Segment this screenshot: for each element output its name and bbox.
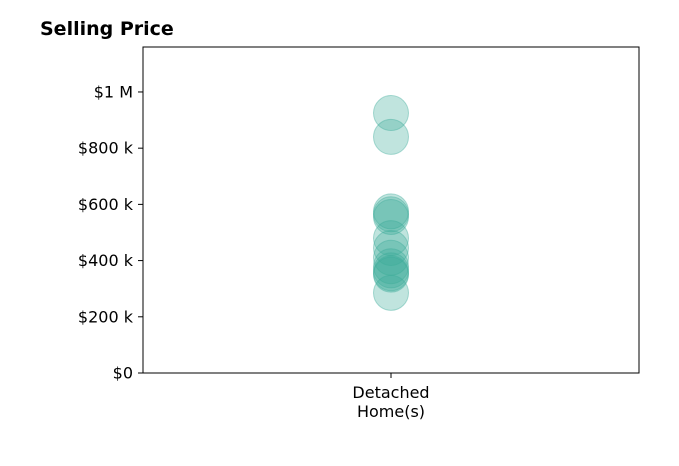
data-point [373, 95, 409, 132]
y-tick-label: $1 M [94, 82, 133, 101]
y-tick-label: $200 k [78, 307, 134, 326]
data-point [373, 252, 409, 289]
y-tick-label: $400 k [78, 251, 134, 270]
y-tick-label: $600 k [78, 195, 134, 214]
data-point [373, 118, 409, 155]
data-point [373, 193, 409, 230]
x-tick-label: Detached Home(s) [352, 383, 429, 421]
data-point [373, 255, 409, 292]
data-point [373, 196, 409, 233]
data-point [373, 274, 409, 311]
data-point [373, 220, 409, 257]
data-point [373, 239, 409, 276]
data-points [373, 95, 409, 311]
y-tick-label: $800 k [78, 139, 134, 158]
data-point [373, 248, 409, 285]
data-point [373, 199, 409, 236]
data-point [373, 256, 409, 293]
y-tick-label: $0 [113, 364, 133, 383]
x-axis: Detached Home(s) [352, 373, 430, 421]
y-axis: $0 $200 k $400 k $600 k $800 k $1 M [78, 82, 143, 383]
chart-title: Selling Price [40, 18, 174, 40]
data-point [373, 229, 409, 266]
